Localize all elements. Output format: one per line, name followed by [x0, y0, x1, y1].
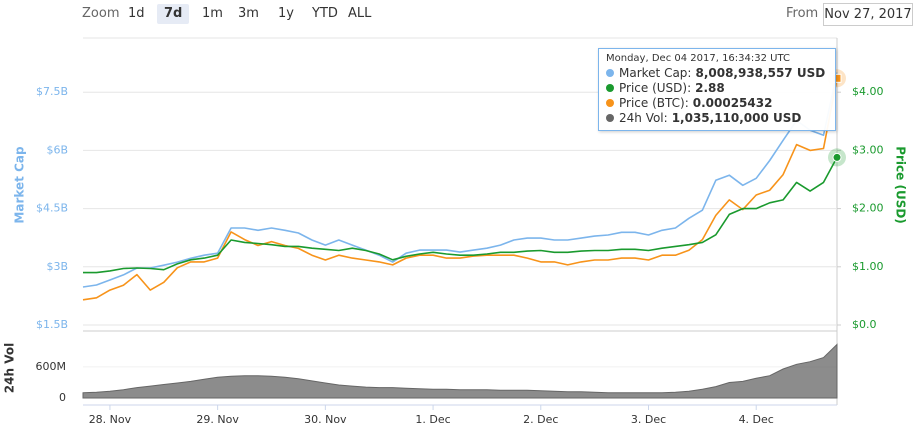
zoom-button[interactable]: 1m [202, 6, 223, 21]
vol-axis-title: 24h Vol [3, 343, 17, 393]
x-tick-label: 28. Nov [89, 413, 132, 426]
x-tick-label: 3. Dec [631, 413, 666, 426]
y2-tick-label: $1.00 [852, 260, 884, 273]
y2-tick-label: $2.00 [852, 202, 884, 215]
volume-area [82, 343, 838, 399]
y2-tick-label: $0.0 [852, 318, 877, 331]
zoom-button[interactable]: 3m [238, 6, 259, 21]
vol-tick-label: 0 [59, 391, 66, 404]
y-axis-title: Market Cap [13, 146, 27, 224]
tooltip-label: Price (BTC): [619, 96, 689, 110]
tooltip: Monday, Dec 04 2017, 16:34:32 UTC Market… [598, 48, 836, 131]
y2-tick-label: $4.00 [852, 85, 884, 98]
tooltip-value: 8,008,938,557 USD [695, 66, 826, 80]
tooltip-dot [606, 99, 614, 107]
tooltip-value: 2.88 [695, 81, 725, 95]
tooltip-value: 0.00025432 [692, 96, 773, 110]
y-tick-label: $6B [46, 143, 68, 156]
series-line [82, 72, 838, 288]
y-tick-label: $1.5B [36, 318, 68, 331]
x-tick-label: 4. Dec [739, 413, 774, 426]
x-tick-label: 2. Dec [523, 413, 558, 426]
vol-tick-label: 600M [36, 360, 67, 373]
from-label: From [786, 6, 819, 21]
y2-tick-label: $3.00 [852, 143, 884, 156]
tooltip-dot [606, 114, 614, 122]
series-line [82, 78, 838, 301]
zoom-button[interactable]: 7d [157, 4, 190, 24]
y-tick-label: $7.5B [36, 85, 68, 98]
zoom-button[interactable]: ALL [348, 6, 372, 21]
tooltip-dot [606, 69, 614, 77]
series-line [83, 157, 838, 274]
from-date-input[interactable]: Nov 27, 2017 [823, 3, 913, 26]
x-tick-label: 1. Dec [415, 413, 450, 426]
tooltip-label: 24h Vol: [619, 111, 668, 125]
tooltip-label: Price (USD): [619, 81, 692, 95]
tooltip-title: Monday, Dec 04 2017, 16:34:32 UTC [606, 53, 790, 64]
tooltip-row: Price (USD): 2.88 [606, 81, 828, 96]
tooltip-value: 1,035,110,000 USD [671, 111, 802, 125]
zoom-button[interactable]: YTD [312, 6, 338, 21]
tooltip-row: Market Cap: 8,008,938,557 USD [606, 66, 828, 81]
tooltip-dot [606, 84, 614, 92]
tooltip-row: Price (BTC): 0.00025432 [606, 96, 828, 111]
y2-axis-title: Price (USD) [894, 146, 908, 224]
x-tick-label: 29. Nov [196, 413, 239, 426]
tooltip-row: 24h Vol: 1,035,110,000 USD [606, 111, 828, 126]
zoom-label: Zoom [82, 6, 120, 21]
zoom-button[interactable]: 1y [278, 6, 294, 21]
y-tick-label: $4.5B [36, 202, 68, 215]
hover-marker [832, 152, 842, 162]
tooltip-label: Market Cap: [619, 66, 692, 80]
zoom-button[interactable]: 1d [128, 6, 145, 21]
y-tick-label: $3B [46, 260, 68, 273]
x-tick-label: 30. Nov [304, 413, 347, 426]
